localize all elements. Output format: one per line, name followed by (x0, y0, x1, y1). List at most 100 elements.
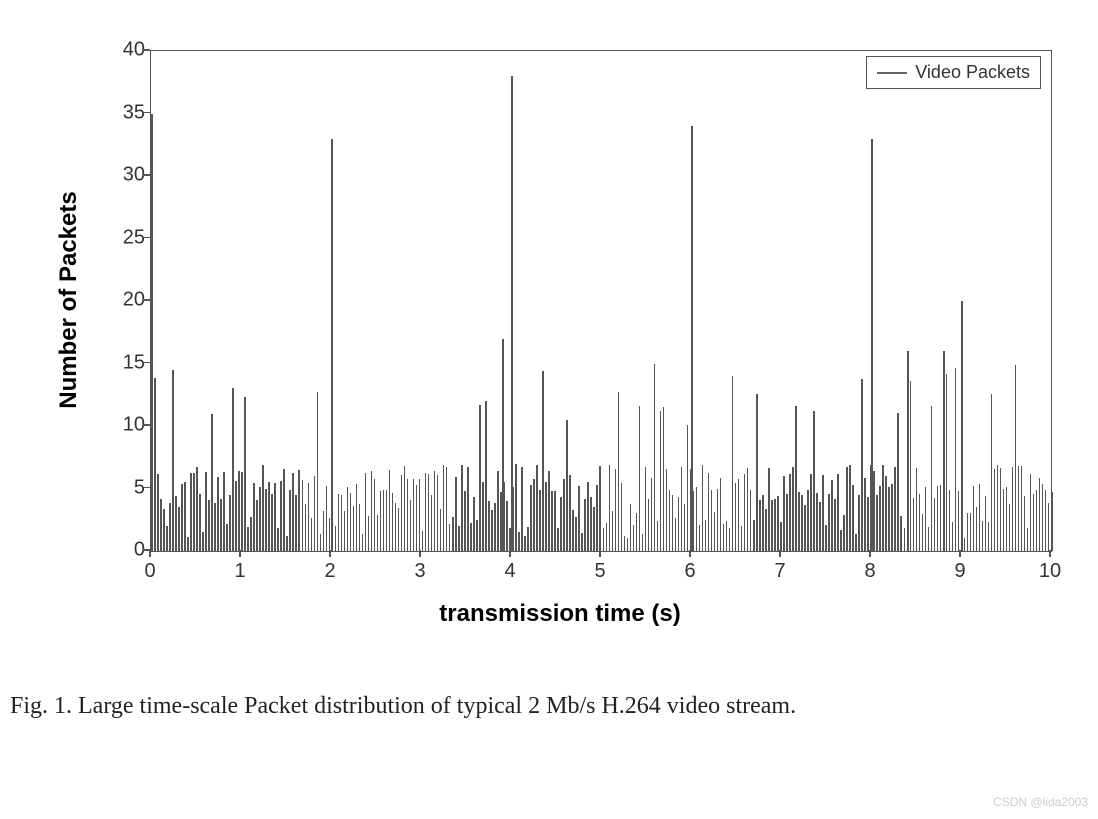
data-impulse (922, 514, 924, 551)
y-tick-label: 15 (110, 351, 145, 374)
data-impulse (1021, 466, 1023, 551)
data-impulse (491, 510, 493, 551)
data-impulse (985, 496, 987, 551)
data-impulse (657, 521, 659, 551)
data-impulse (308, 483, 310, 551)
y-tick-mark (143, 237, 150, 239)
data-impulse (672, 495, 674, 551)
data-impulse (223, 472, 225, 551)
data-impulse (949, 490, 951, 551)
data-impulse (566, 420, 568, 551)
data-impulse (705, 520, 707, 551)
data-impulse (527, 527, 529, 551)
data-impulse (271, 494, 273, 551)
data-impulse (910, 381, 912, 551)
data-impulse (916, 468, 918, 551)
data-impulse (702, 465, 704, 551)
data-impulse (717, 489, 719, 551)
data-impulse (416, 485, 418, 552)
data-impulse (298, 470, 300, 551)
data-impulse (344, 511, 346, 551)
data-impulse (494, 503, 496, 551)
data-impulse (867, 497, 869, 551)
data-impulse (590, 497, 592, 551)
data-impulse (220, 499, 222, 551)
data-impulse (455, 477, 457, 551)
data-impulse (669, 490, 671, 551)
x-tick-mark (869, 550, 871, 557)
data-impulse (759, 500, 761, 551)
x-tick-mark (149, 550, 151, 557)
y-tick-mark (143, 362, 150, 364)
data-impulse (897, 413, 899, 551)
data-impulse (184, 482, 186, 551)
data-impulse (515, 464, 517, 551)
x-tick-mark (239, 550, 241, 557)
data-impulse (338, 494, 340, 551)
plot-area: Video Packets (150, 50, 1052, 552)
data-impulse (807, 490, 809, 551)
data-impulse (563, 479, 565, 551)
data-impulse (160, 499, 162, 551)
data-impulse (678, 497, 680, 551)
data-impulse (735, 483, 737, 551)
data-impulse (651, 478, 653, 551)
data-impulse (277, 528, 279, 551)
data-impulse (256, 500, 258, 551)
data-impulse (479, 405, 481, 551)
data-impulse (599, 466, 601, 551)
data-impulse (274, 483, 276, 551)
data-impulse (554, 491, 556, 551)
data-impulse (837, 474, 839, 551)
data-impulse (997, 465, 999, 551)
data-impulse (157, 474, 159, 551)
data-impulse (786, 494, 788, 551)
y-axis-label: Number of Packets (55, 191, 83, 408)
data-spike (961, 301, 963, 551)
data-impulse (199, 494, 201, 551)
data-impulse (654, 364, 656, 551)
data-impulse (521, 467, 523, 551)
x-tick-label: 1 (234, 560, 245, 583)
data-impulse (645, 467, 647, 551)
data-impulse (606, 523, 608, 551)
data-impulse (1048, 503, 1050, 551)
data-impulse (825, 525, 827, 551)
data-impulse (311, 518, 313, 551)
y-tick-mark (143, 112, 150, 114)
x-tick-mark (599, 550, 601, 557)
data-impulse (660, 411, 662, 551)
data-impulse (362, 534, 364, 551)
data-impulse (431, 495, 433, 551)
data-impulse (819, 502, 821, 551)
chart-container: Video Packets Number of Packets transmis… (50, 30, 1070, 610)
data-impulse (982, 521, 984, 551)
chart-legend: Video Packets (866, 56, 1041, 89)
data-impulse (428, 474, 430, 551)
x-tick-mark (419, 550, 421, 557)
data-impulse (476, 520, 478, 551)
data-impulse (630, 504, 632, 551)
data-impulse (681, 467, 683, 551)
x-tick-label: 5 (594, 560, 605, 583)
data-impulse (211, 414, 213, 551)
x-tick-label: 2 (324, 560, 335, 583)
data-impulse (175, 496, 177, 551)
data-impulse (259, 487, 261, 551)
data-impulse (452, 517, 454, 551)
data-impulse (536, 465, 538, 551)
data-impulse (581, 533, 583, 551)
data-impulse (1051, 492, 1053, 551)
data-impulse (603, 528, 605, 551)
y-tick-label: 10 (110, 414, 145, 437)
data-impulse (928, 527, 930, 551)
x-tick-label: 3 (414, 560, 425, 583)
data-impulse (852, 485, 854, 551)
data-impulse (467, 467, 469, 551)
x-tick-mark (329, 550, 331, 557)
data-impulse (419, 479, 421, 551)
data-impulse (596, 485, 598, 551)
data-impulse (410, 500, 412, 551)
data-impulse (937, 486, 939, 551)
y-tick-label: 35 (110, 101, 145, 124)
